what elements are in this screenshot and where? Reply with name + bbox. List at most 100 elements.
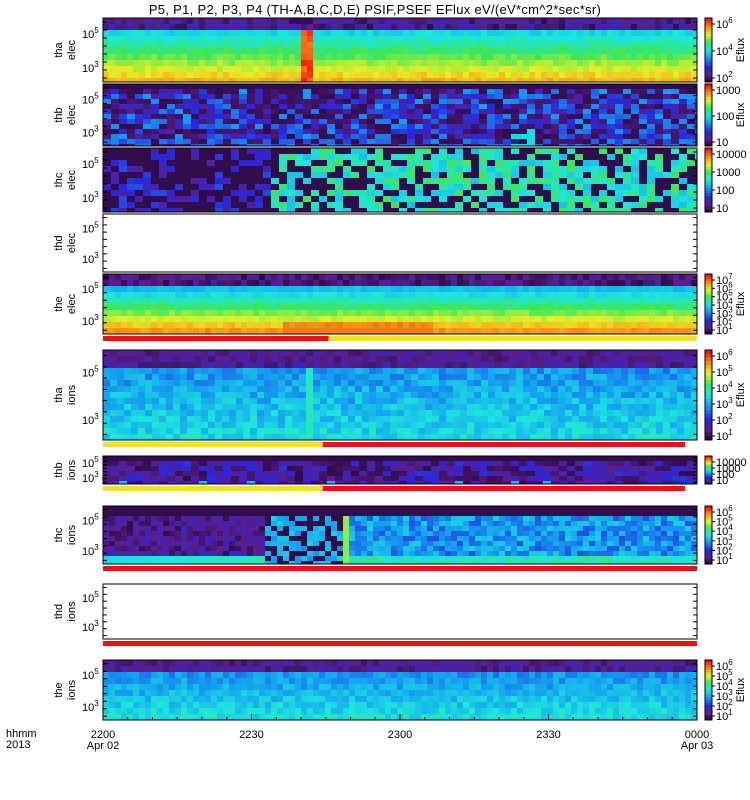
- heatmap-cell: [124, 398, 131, 404]
- heatmap-cell: [299, 356, 306, 362]
- heatmap-cell: [493, 78, 499, 82]
- heatmap-cell: [319, 178, 327, 184]
- heatmap-cell: [541, 274, 547, 280]
- heatmap-cell: [481, 316, 487, 322]
- heatmap-cell: [313, 54, 319, 60]
- heatmap-cell: [103, 104, 111, 109]
- heatmap-cell: [247, 109, 255, 114]
- heatmap-cell: [679, 184, 687, 190]
- heatmap-cell: [383, 124, 391, 129]
- heatmap-cell: [439, 398, 446, 404]
- heatmap-cell: [391, 178, 399, 184]
- heatmap-cell: [375, 178, 383, 184]
- heatmap-cell: [451, 36, 457, 42]
- heatmap-cell: [259, 18, 265, 24]
- colorbar-segment: [705, 177, 712, 181]
- colorbar-frame: [704, 83, 713, 147]
- heatmap-cell: [121, 42, 127, 48]
- heatmap-cell: [460, 404, 467, 410]
- heatmap-cell: [487, 160, 495, 166]
- heatmap-cell: [583, 202, 591, 208]
- heatmap-cell: [157, 292, 163, 298]
- heatmap-cell: [355, 386, 362, 392]
- heatmap-cell: [655, 139, 663, 144]
- heatmap-cell: [433, 316, 439, 322]
- heatmap-cell: [355, 422, 362, 428]
- heatmap-cell: [191, 129, 199, 134]
- heatmap-cell: [295, 129, 303, 134]
- heatmap-cell: [193, 304, 199, 310]
- heatmap-cell: [487, 129, 495, 134]
- heatmap-cell: [376, 374, 383, 380]
- heatmap-cell: [403, 274, 409, 280]
- heatmap-cell: [253, 54, 259, 60]
- heatmap-cell: [499, 322, 505, 328]
- heatmap-cell: [551, 109, 559, 114]
- heatmap-cell: [589, 304, 595, 310]
- colorbar-segment: [705, 50, 712, 54]
- heatmap-cell: [295, 134, 303, 139]
- heatmap-cell: [502, 392, 509, 398]
- heatmap-cell: [103, 410, 110, 416]
- heatmap-cell: [151, 114, 159, 119]
- heatmap-cell: [527, 184, 535, 190]
- heatmap-cell: [559, 60, 565, 66]
- heatmap-cell: [145, 292, 151, 298]
- heatmap-cell: [199, 304, 205, 310]
- heatmap-cell: [343, 160, 351, 166]
- heatmap-cell: [505, 18, 511, 24]
- heatmap-cell: [607, 119, 615, 124]
- heatmap-cell: [471, 124, 479, 129]
- heatmap-cell: [527, 99, 535, 104]
- heatmap-cell: [194, 428, 201, 434]
- heatmap-cell: [691, 310, 697, 316]
- heatmap-cell: [187, 280, 193, 286]
- heatmap-cell: [151, 109, 159, 114]
- heatmap-cell: [541, 54, 547, 60]
- heatmap-cell: [445, 24, 451, 30]
- heatmap-cell: [637, 304, 643, 310]
- heatmap-cell: [567, 94, 575, 99]
- heatmap-cell: [487, 184, 495, 190]
- heatmap-cell: [639, 154, 647, 160]
- heatmap-cell: [335, 119, 343, 124]
- heatmap-cell: [655, 104, 663, 109]
- colorbar-segment: [705, 299, 712, 302]
- heatmap-cell: [359, 124, 367, 129]
- heatmap-cell: [451, 322, 457, 328]
- heatmap-cell: [565, 274, 571, 280]
- heatmap-cell: [379, 48, 385, 54]
- heatmap-cell: [235, 66, 241, 72]
- heatmap-cell: [607, 166, 615, 172]
- heatmap-cell: [583, 134, 591, 139]
- heatmap-cell: [313, 298, 319, 304]
- heatmap-cell: [379, 286, 385, 292]
- heatmap-cell: [283, 42, 289, 48]
- heatmap-cell: [327, 434, 334, 440]
- heatmap-cell: [583, 139, 591, 144]
- heatmap-cell: [335, 172, 343, 178]
- colorbar-tick-label: 10000: [716, 149, 747, 161]
- heatmap-cell: [583, 184, 591, 190]
- heatmap-cell: [278, 374, 285, 380]
- heatmap-cell: [607, 66, 613, 72]
- heatmap-cell: [319, 328, 325, 334]
- heatmap-cell: [367, 148, 375, 154]
- heatmap-cell: [397, 392, 404, 398]
- heatmap-cell: [613, 18, 619, 24]
- heatmap-cell: [151, 148, 159, 154]
- heatmap-cell: [695, 208, 697, 212]
- heatmap-cell: [343, 202, 351, 208]
- heatmap-cell: [175, 328, 181, 334]
- heatmap-cell: [375, 160, 383, 166]
- heatmap-cell: [499, 280, 505, 286]
- heatmap-cell: [619, 298, 625, 304]
- heatmap-cell: [331, 328, 337, 334]
- heatmap-cell: [391, 42, 397, 48]
- heatmap-cell: [211, 54, 217, 60]
- heatmap-cell: [376, 350, 383, 356]
- heatmap-cell: [369, 410, 376, 416]
- heatmap-cell: [331, 36, 337, 42]
- heatmap-cell: [661, 310, 667, 316]
- heatmap-cell: [367, 274, 373, 280]
